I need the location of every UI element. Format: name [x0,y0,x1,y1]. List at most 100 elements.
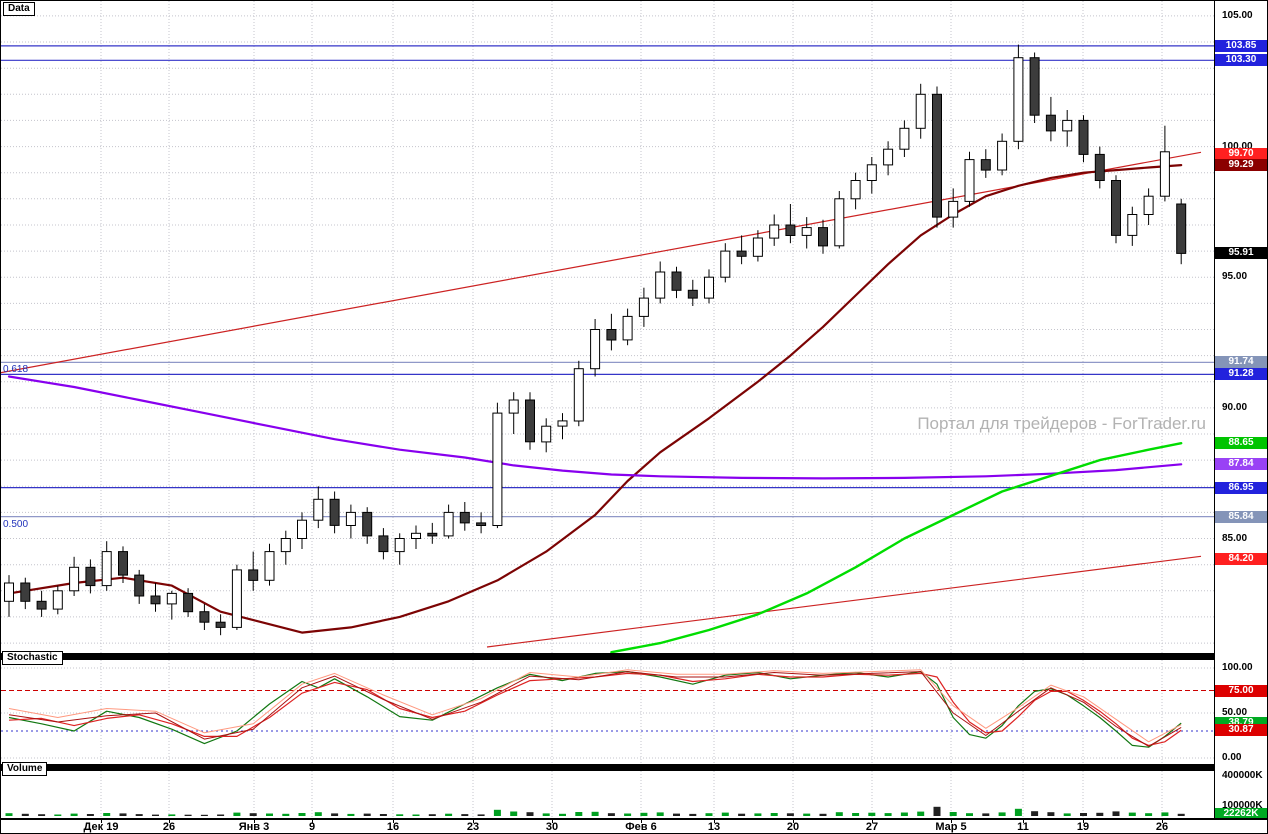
price-axis[interactable]: 105.00 100.00 95.00 90.00 85.00 100.00 50.00 0.… [1214,1,1267,820]
volume-canvas[interactable] [1,771,1214,818]
ma-purple [7,375,1183,480]
volume-bar [5,813,13,816]
candle [736,250,747,257]
date-tick [312,820,313,823]
trend-line[interactable] [1,151,1202,374]
volume-bar [949,812,957,816]
candle [297,519,307,540]
volume-bar [1063,813,1071,816]
stoch-dark-red [8,671,1182,747]
candle [997,140,1008,171]
date-tick [1083,820,1084,823]
volume-bar [493,809,501,816]
trend-line[interactable] [486,555,1202,648]
candle [948,200,959,218]
date-label: 30 [545,821,559,833]
axis-tick-label: 100000K [1222,800,1263,811]
volume-bar [70,813,78,816]
volume-bar [852,813,860,816]
volume-bar [689,813,697,816]
candle [280,538,291,553]
stoch-green [8,671,1182,748]
stochastic-canvas[interactable] [1,660,1214,764]
volume-bar [363,813,371,816]
candle [1143,195,1154,215]
stoch-salmon [8,669,1182,743]
candle [118,551,128,576]
volume-bar [184,814,192,816]
candle [69,566,80,592]
date-tick [254,820,255,823]
candle [1045,114,1056,132]
candle [687,289,698,299]
candle [248,569,259,581]
candle [1127,214,1138,236]
date-label: 27 [865,821,879,833]
date-tick [641,820,642,823]
stochastic-panel[interactable] [1,660,1214,764]
volume-bar [1112,811,1120,816]
candle [329,498,340,526]
date-tick [714,820,715,823]
volume-bar [754,813,762,816]
volume-bar [135,814,143,816]
date-label: 23 [466,821,480,833]
candle [52,590,63,610]
candle [492,412,503,527]
axis-tick-label: 90.00 [1222,401,1248,413]
volume-bar [591,811,599,816]
volume-bar [1047,812,1055,816]
candle [101,551,112,587]
time-axis[interactable]: Дек 19 26 Янв 3 9 16 23 30 Фев 6 13 20 27 Мар 5 11 19… [1,818,1267,833]
date-tick [951,820,952,823]
candle [1062,119,1073,132]
date-label: 26 [1155,821,1169,833]
axis-tick-label: 400000K [1222,770,1263,781]
panel-tag-stochastic[interactable]: Stochastic [2,651,63,665]
volume-bar [461,814,469,816]
price-marker: 88.65 [1215,437,1267,450]
volume-bar [526,812,534,816]
panel-separator[interactable] [1,653,1267,660]
date-label: Дек 19 [83,821,119,833]
price-marker: 84.20 [1215,553,1267,566]
ma-dark-red [7,164,1183,634]
date-tick [169,820,170,823]
volume-bar [282,813,290,816]
volume-bar [542,813,550,816]
axis-tick-label: 105.00 [1222,9,1253,21]
volume-bar [998,812,1006,816]
candle [704,276,714,299]
panel-tag-data[interactable]: Data [3,2,35,16]
candle [1094,153,1105,181]
candle [671,271,682,291]
candle [1111,180,1121,236]
date-label: Янв 3 [238,821,270,833]
watermark: Портал для трейдеров - ForTrader.ru [917,414,1206,433]
volume-bar [868,812,876,816]
volume-bar [347,813,355,816]
panel-tag-volume[interactable]: Volume [2,762,48,776]
volume-bar [819,813,827,816]
date-tick [872,820,873,823]
axis-tick-label: 95.00 [1222,271,1248,283]
candle [166,592,177,605]
candle [427,532,438,537]
candle [1029,57,1040,116]
price-marker: 91.28 [1215,368,1267,381]
volume-bar [917,811,925,816]
date-label: 19 [1076,821,1090,833]
price-panel[interactable]: 0.618 0.500 Портал для трейдеров - ForTr… [1,1,1214,653]
candle [362,511,373,537]
volume-bar [835,812,843,816]
date-tick [473,820,474,823]
panel-separator[interactable] [1,764,1267,771]
price-chart-canvas[interactable] [1,1,1214,653]
volume-bar [298,813,306,816]
candle [378,535,389,553]
ma-green [610,442,1183,653]
stochastic-marker: 75.00 [1215,684,1267,697]
date-label: 13 [707,821,721,833]
volume-panel[interactable] [1,771,1214,818]
candle [818,227,828,247]
